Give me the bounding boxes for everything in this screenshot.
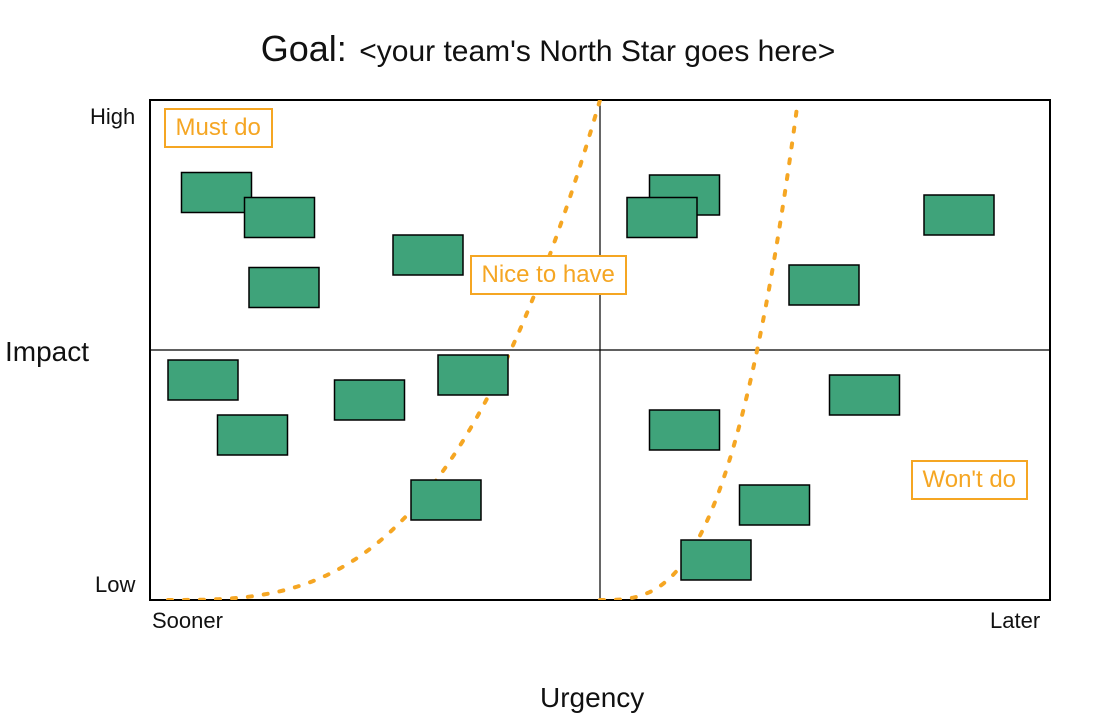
task-card[interactable]	[245, 198, 315, 238]
task-card[interactable]	[789, 265, 859, 305]
task-card[interactable]	[438, 355, 508, 395]
task-card[interactable]	[182, 173, 252, 213]
task-card[interactable]	[168, 360, 238, 400]
task-card[interactable]	[627, 198, 697, 238]
task-card[interactable]	[681, 540, 751, 580]
task-card[interactable]	[218, 415, 288, 455]
diagram-stage: Goal: <your team's North Star goes here>…	[0, 0, 1096, 720]
task-card[interactable]	[924, 195, 994, 235]
region-label-must-do: Must do	[164, 108, 273, 148]
task-card[interactable]	[393, 235, 463, 275]
task-card[interactable]	[650, 410, 720, 450]
region-label-wont-do: Won't do	[911, 460, 1029, 500]
region-label-nice-to-have: Nice to have	[470, 255, 627, 295]
task-card[interactable]	[411, 480, 481, 520]
task-card[interactable]	[830, 375, 900, 415]
task-card[interactable]	[740, 485, 810, 525]
task-card[interactable]	[249, 268, 319, 308]
task-card[interactable]	[335, 380, 405, 420]
